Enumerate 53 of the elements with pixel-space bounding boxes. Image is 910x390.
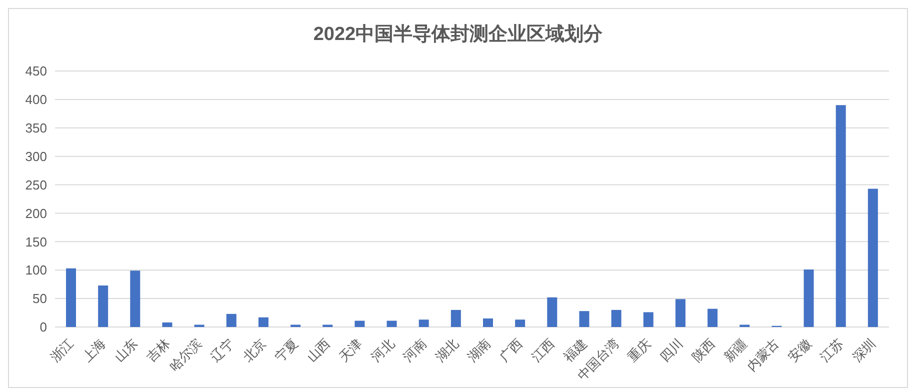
x-tick-label: 陕西 bbox=[688, 336, 718, 365]
bar bbox=[804, 270, 814, 327]
y-tick-label: 150 bbox=[25, 234, 47, 250]
bar bbox=[643, 312, 654, 327]
x-tick-label: 江苏 bbox=[817, 336, 846, 365]
bar bbox=[354, 320, 365, 327]
bar bbox=[226, 314, 236, 327]
chart-title: 2022中国半导体封测企业区域划分 bbox=[312, 23, 604, 47]
bar bbox=[258, 317, 268, 327]
bar bbox=[98, 285, 108, 327]
x-tick-label: 河北 bbox=[368, 336, 398, 365]
y-tick-label: 350 bbox=[25, 120, 47, 136]
y-tick-label: 300 bbox=[25, 148, 47, 164]
y-tick-label: 250 bbox=[25, 177, 47, 192]
bar bbox=[675, 299, 686, 327]
x-tick-label: 广西 bbox=[496, 336, 526, 365]
bar bbox=[579, 311, 590, 327]
x-tick-label: 上海 bbox=[79, 336, 108, 365]
bar bbox=[386, 320, 397, 327]
x-tick-label: 浙江 bbox=[47, 336, 76, 365]
y-tick-label: 400 bbox=[25, 92, 47, 108]
bar bbox=[708, 308, 718, 327]
bar bbox=[836, 105, 846, 327]
x-tick-label: 江西 bbox=[528, 336, 558, 365]
bar bbox=[483, 318, 493, 327]
x-tick-label: 重庆 bbox=[624, 336, 654, 365]
x-tick-label: 宁夏 bbox=[272, 336, 301, 365]
x-tick-label: 四川 bbox=[656, 336, 686, 365]
x-tick-label: 山东 bbox=[112, 336, 140, 365]
y-tick-label: 100 bbox=[25, 262, 47, 278]
bar bbox=[515, 320, 526, 327]
x-tick-label: 辽宁 bbox=[208, 336, 237, 365]
y-tick-label: 50 bbox=[32, 291, 47, 306]
bar bbox=[66, 268, 76, 327]
x-tick-label: 山西 bbox=[304, 336, 333, 365]
x-tick-label: 河南 bbox=[400, 336, 430, 365]
x-tick-label: 湖南 bbox=[464, 336, 494, 365]
bar bbox=[130, 270, 140, 327]
bar bbox=[450, 310, 461, 327]
bar bbox=[611, 310, 622, 327]
bar bbox=[547, 297, 558, 327]
bar bbox=[418, 320, 429, 327]
x-tick-label: 湖北 bbox=[432, 336, 462, 365]
x-tick-label: 深圳 bbox=[849, 336, 878, 365]
x-tick-label: 新疆 bbox=[720, 336, 750, 365]
y-tick-label: 0 bbox=[40, 320, 47, 335]
bar bbox=[162, 322, 172, 327]
y-tick-label: 450 bbox=[25, 64, 47, 79]
bar bbox=[868, 188, 878, 327]
x-tick-label: 天津 bbox=[336, 336, 366, 365]
y-tick-label: 200 bbox=[25, 206, 47, 221]
x-tick-label: 北京 bbox=[240, 336, 269, 365]
x-tick-label: 安徽 bbox=[785, 336, 814, 365]
